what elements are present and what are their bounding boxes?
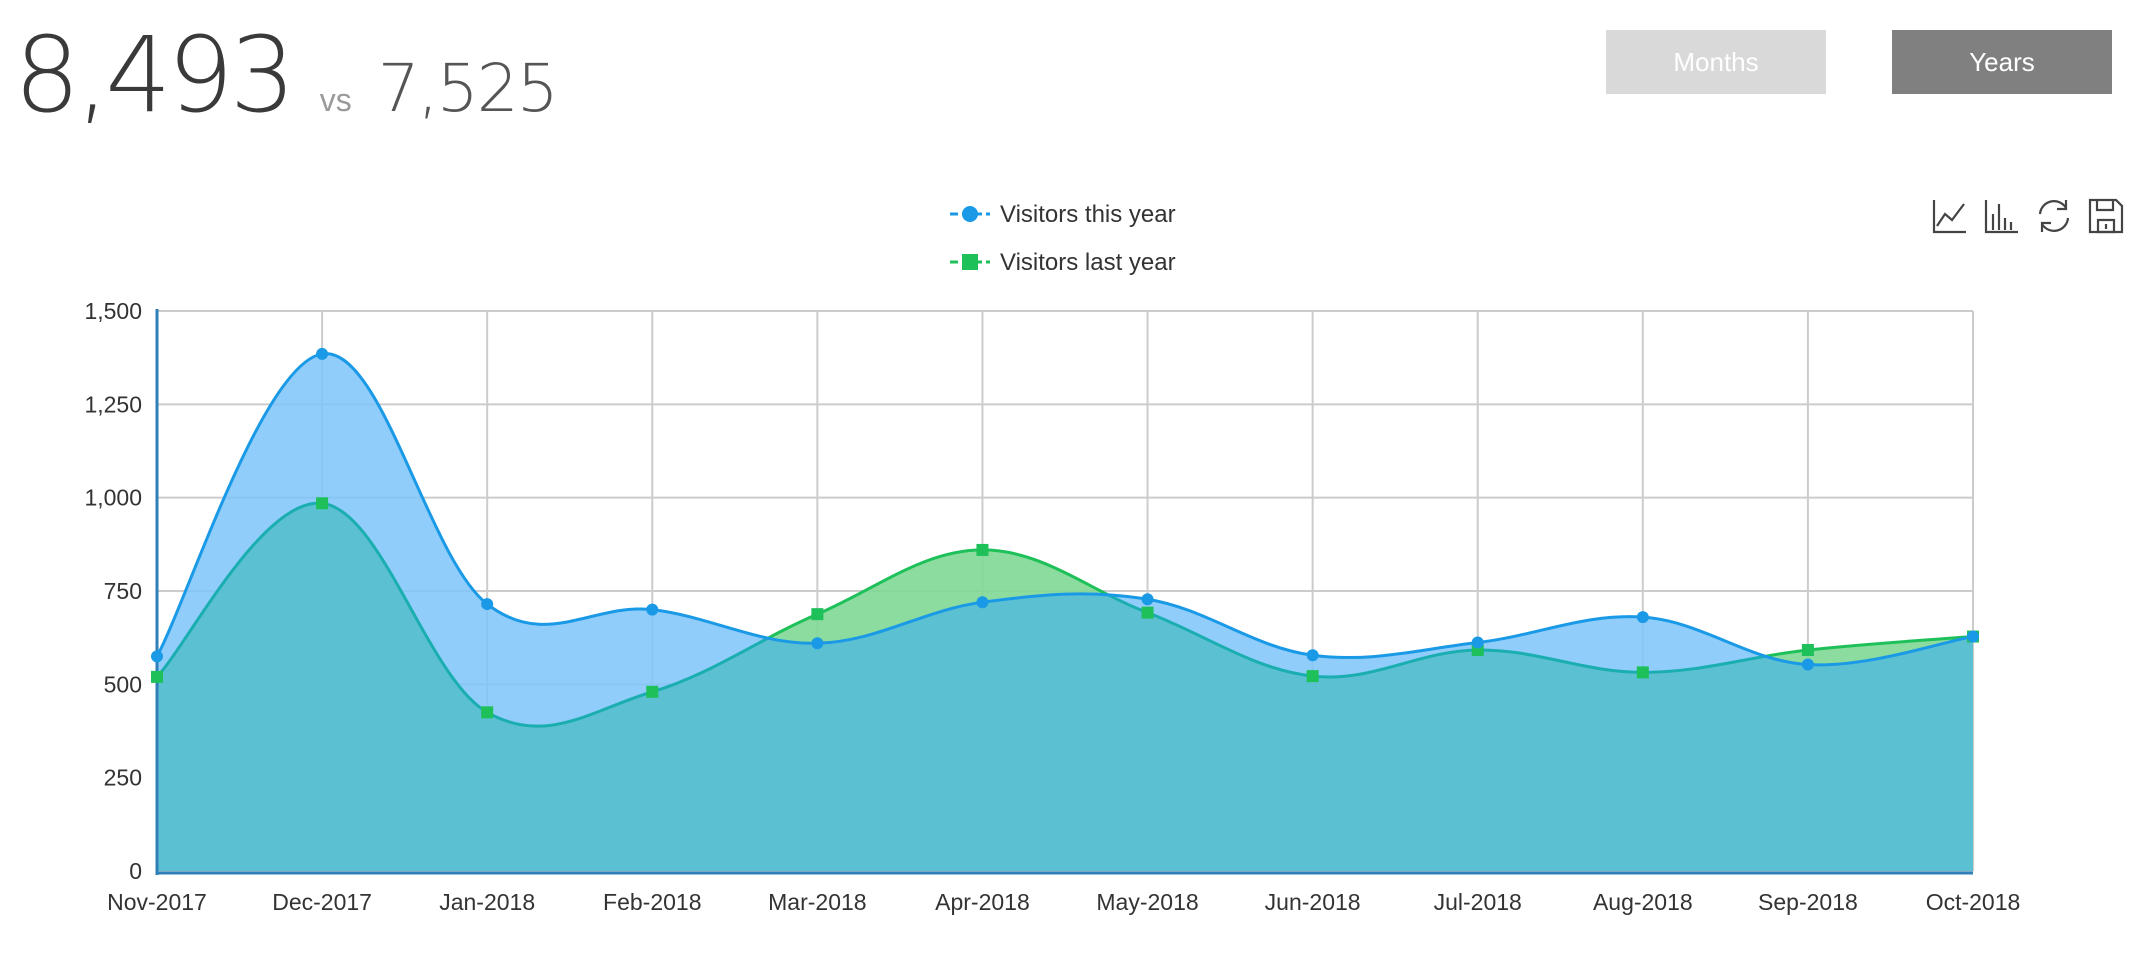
marker-visitors-this-year xyxy=(481,598,494,611)
y-tick-label: 1,250 xyxy=(84,391,142,417)
y-tick-label: 750 xyxy=(104,578,142,604)
marker-visitors-last-year xyxy=(646,685,659,698)
marker-visitors-this-year xyxy=(646,603,659,616)
line-chart-icon[interactable] xyxy=(1930,196,1970,236)
marker-visitors-last-year xyxy=(1636,666,1649,679)
x-tick-label: May-2018 xyxy=(1096,889,1198,915)
x-tick-label: Dec-2017 xyxy=(272,889,372,915)
y-tick-label: 1,000 xyxy=(84,485,142,511)
months-button[interactable]: Months xyxy=(1606,30,1826,94)
x-tick-label: Jan-2018 xyxy=(439,889,535,915)
marker-visitors-this-year xyxy=(976,596,989,609)
marker-visitors-this-year xyxy=(316,347,329,360)
previous-total: 7,525 xyxy=(377,50,559,127)
totals-summary: 8,493 vs 7,525 xyxy=(14,14,559,136)
marker-visitors-this-year xyxy=(1636,611,1649,624)
marker-visitors-last-year xyxy=(976,543,989,556)
marker-visitors-last-year xyxy=(151,670,163,683)
save-icon[interactable] xyxy=(2086,196,2126,236)
legend-item[interactable]: Visitors last year xyxy=(950,249,1176,276)
area-overlap xyxy=(157,503,1973,871)
marker-visitors-this-year xyxy=(811,637,824,650)
marker-visitors-last-year xyxy=(1141,606,1154,619)
x-tick-label: Mar-2018 xyxy=(768,889,866,915)
refresh-icon[interactable] xyxy=(2034,196,2074,236)
legend-label: Visitors last year xyxy=(1000,249,1176,276)
legend-marker xyxy=(962,254,978,270)
marker-visitors-this-year xyxy=(1967,630,1979,643)
marker-visitors-this-year xyxy=(1141,593,1154,606)
x-tick-label: Apr-2018 xyxy=(935,889,1030,915)
x-tick-label: Aug-2018 xyxy=(1593,889,1693,915)
marker-visitors-last-year xyxy=(316,497,329,510)
marker-visitors-this-year xyxy=(1306,649,1319,662)
marker-visitors-this-year xyxy=(1471,636,1484,649)
legend-item[interactable]: Visitors this year xyxy=(950,201,1176,228)
x-tick-label: Jul-2018 xyxy=(1434,889,1522,915)
vs-label: vs xyxy=(319,82,352,118)
marker-visitors-last-year xyxy=(811,608,824,621)
marker-visitors-this-year xyxy=(151,650,163,663)
x-tick-label: Jun-2018 xyxy=(1265,889,1361,915)
bar-chart-icon[interactable] xyxy=(1982,196,2022,236)
legend-label: Visitors this year xyxy=(1000,201,1176,228)
legend-marker xyxy=(962,206,978,222)
y-tick-label: 0 xyxy=(129,858,142,884)
y-tick-label: 250 xyxy=(104,765,142,791)
y-tick-label: 1,500 xyxy=(84,298,142,324)
marker-visitors-last-year xyxy=(1306,670,1319,683)
current-total: 8,493 xyxy=(14,14,296,136)
visitors-area-chart: 0 250 500 750 1,000 1,250 1,500 Nov-2017 Dec-201… xyxy=(84,201,2021,915)
marker-visitors-last-year xyxy=(481,706,494,719)
years-button[interactable]: Years xyxy=(1892,30,2112,94)
x-tick-label: Oct-2018 xyxy=(1926,889,2021,915)
x-tick-label: Nov-2017 xyxy=(107,889,207,915)
marker-visitors-last-year xyxy=(1801,643,1814,656)
marker-visitors-this-year xyxy=(1801,658,1814,671)
x-tick-label: Sep-2018 xyxy=(1758,889,1858,915)
x-tick-label: Feb-2018 xyxy=(603,889,701,915)
y-tick-label: 500 xyxy=(104,671,142,697)
